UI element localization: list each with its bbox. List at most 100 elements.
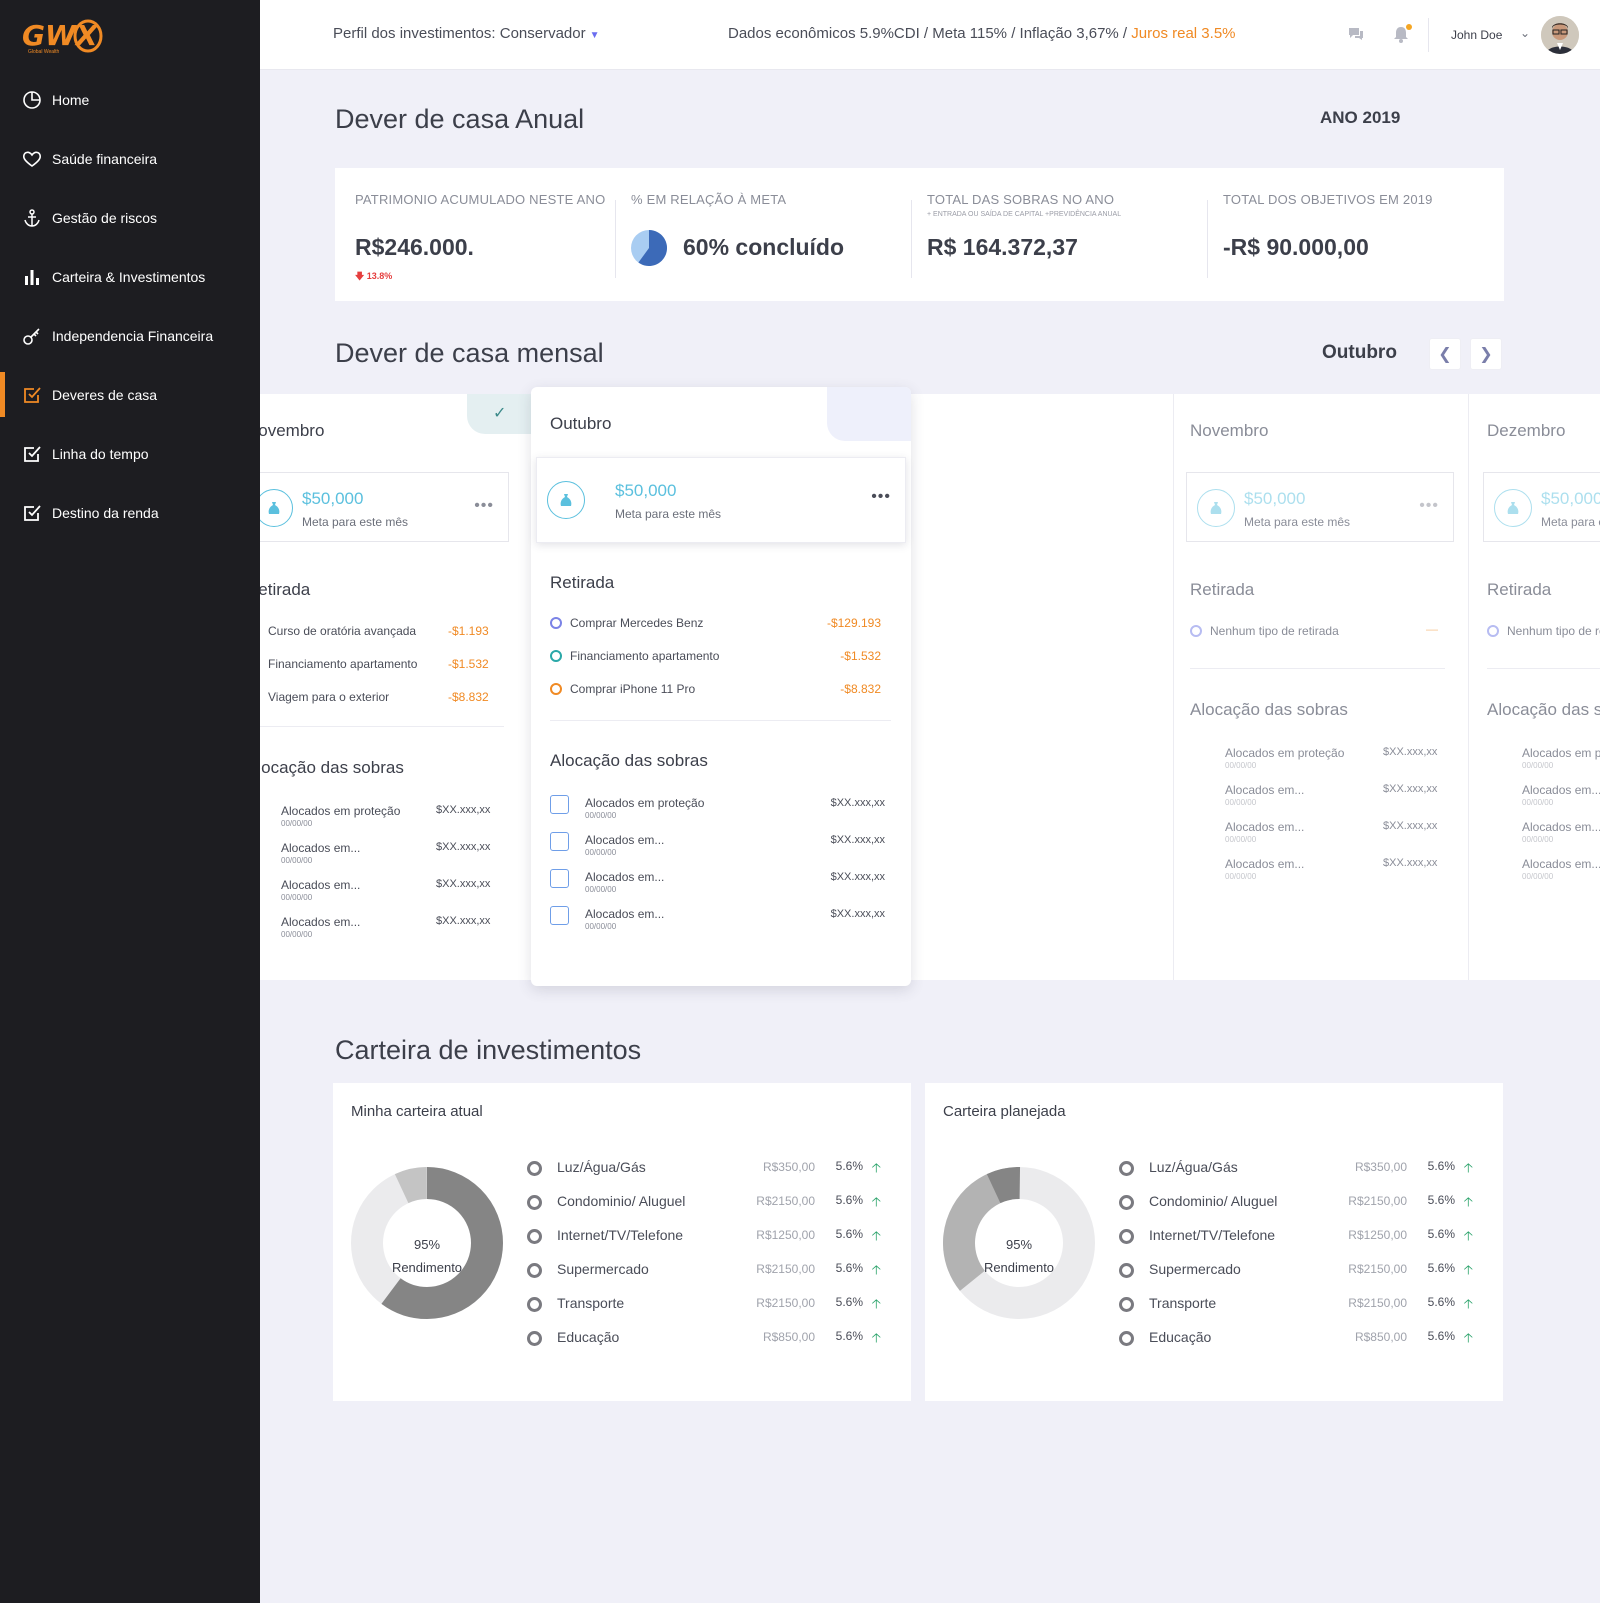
allocation-value: $XX.xxx,xx	[1383, 820, 1438, 832]
stat-patrimonio: PATRIMONIO ACUMULADO NESTE ANO R$246.000…	[355, 168, 625, 301]
sidebar-item-deveres-de-casa[interactable]: Deveres de casa	[0, 365, 260, 424]
user-name[interactable]: John Doe	[1451, 28, 1503, 42]
goal-amount: $50,000	[302, 489, 364, 508]
stat-delta: 🡇 13.8%	[355, 271, 393, 281]
bell-icon[interactable]	[1391, 24, 1413, 46]
allocation-date: 00/00/00	[281, 893, 313, 902]
column-divider	[1468, 394, 1469, 980]
allocation-label: Alocados em proteção	[1225, 746, 1345, 760]
withdrawal-label: Curso de oratória avançada	[268, 624, 417, 638]
chevron-down-icon: ▼	[589, 30, 600, 41]
gwx-logo[interactable]: GWX Global Wealth	[22, 16, 104, 60]
allocation-value: $XX.xxx,xx	[436, 878, 491, 890]
stat-value: 60% concluído	[683, 234, 845, 260]
completed-flag: ✓	[467, 394, 531, 434]
month-goal-box[interactable]: $50,000 Meta para este mês •••	[536, 457, 906, 543]
sidebar-item-destino-renda[interactable]: Destino da renda	[0, 483, 260, 542]
allocation-checkbox[interactable]	[550, 869, 569, 888]
more-options-icon[interactable]: •••	[474, 497, 494, 514]
radio-dot-icon	[550, 650, 562, 662]
portfolio-row[interactable]: Supermercado R$2150,00 5.6% 🡡	[1119, 1261, 1489, 1281]
goal-caption: Meta para este mês	[1244, 515, 1351, 529]
portfolio-card-current: Minha carteira atual 95% Rendimento Luz/…	[333, 1083, 911, 1401]
more-options-icon[interactable]: •••	[871, 488, 891, 505]
monthly-title: Dever de casa mensal	[335, 338, 604, 368]
portfolio-row[interactable]: Luz/Água/Gás R$350,00 5.6% 🡡	[1119, 1159, 1489, 1179]
portfolio-row[interactable]: Transporte R$2150,00 5.6% 🡡	[527, 1295, 897, 1315]
portfolio-card-planned: Carteira planejada 95% Rendimento Luz/Ág…	[925, 1083, 1503, 1401]
portfolio-row[interactable]: Educação R$850,00 5.6% 🡡	[527, 1329, 897, 1349]
stat-divider	[1207, 200, 1208, 278]
economic-data: Dados econômicos 5.9%CDI / Meta 115% / I…	[728, 25, 1236, 42]
sidebar-item-gestao-riscos[interactable]: Gestão de riscos	[0, 188, 260, 247]
portfolio-row[interactable]: Transporte R$2150,00 5.6% 🡡	[1119, 1295, 1489, 1315]
portfolio-row[interactable]: Internet/TV/Telefone R$1250,00 5.6% 🡡	[527, 1227, 897, 1247]
allocation-value: $XX.xxx,xx	[436, 841, 491, 853]
portfolio-row[interactable]: Educação R$850,00 5.6% 🡡	[1119, 1329, 1489, 1349]
avatar[interactable]	[1541, 16, 1579, 54]
arrow-up-icon: 🡡	[1463, 1262, 1473, 1277]
active-month-card[interactable]: Outubro $50,000 Meta para este mês ••• R…	[531, 387, 911, 986]
allocation-checkbox[interactable]	[550, 832, 569, 851]
retirada-title: Retirada	[1190, 580, 1255, 599]
stat-divider	[911, 200, 912, 278]
goal-amount: $50,000	[1244, 489, 1306, 508]
allocation-label: Alocados em...	[585, 907, 665, 921]
withdrawal-item: Comprar iPhone 11 Pro	[550, 682, 695, 696]
next-month-button[interactable]: ❯	[1470, 338, 1502, 370]
month-name: Novembro	[1190, 421, 1269, 440]
arrow-up-icon: 🡡	[1463, 1330, 1473, 1345]
profile-selector[interactable]: Perfil dos investimentos: Conservador ▼	[333, 25, 600, 42]
radio-ring-icon	[527, 1263, 542, 1278]
notification-dot	[1406, 24, 1412, 30]
month-name: Outubro	[550, 414, 612, 433]
month-goal-box[interactable]: $50,000 Meta para este mês •••	[1186, 472, 1454, 542]
chevron-right-icon: ❯	[1479, 346, 1493, 363]
portfolio-row[interactable]: Internet/TV/Telefone R$1250,00 5.6% 🡡	[1119, 1227, 1489, 1247]
portfolio-row[interactable]: Condominio/ Aluguel R$2150,00 5.6% 🡡	[1119, 1193, 1489, 1213]
radio-ring-icon	[527, 1195, 542, 1210]
real-interest-highlight: Juros real 3.5%	[1131, 25, 1236, 42]
allocation-checkbox[interactable]	[550, 795, 569, 814]
allocation-date: 00/00/00	[1522, 872, 1554, 881]
month-goal-box[interactable]: $50,000 Meta para este mês •••	[260, 472, 509, 542]
portfolio-row[interactable]: Supermercado R$2150,00 5.6% 🡡	[527, 1261, 897, 1281]
money-bag-icon	[547, 481, 585, 519]
arrow-up-icon: 🡡	[871, 1262, 881, 1277]
sidebar-item-carteira[interactable]: Carteira & Investimentos	[0, 247, 260, 306]
month-goal-box[interactable]: $50,000 Meta para este mês ••	[1483, 472, 1600, 542]
portfolio-row[interactable]: Condominio/ Aluguel R$2150,00 5.6% 🡡	[527, 1193, 897, 1213]
allocation-label: Alocados em...	[281, 915, 361, 929]
withdrawal-label: Financiamento apartamento	[268, 657, 418, 671]
more-options-icon[interactable]: •••	[1419, 497, 1439, 514]
current-month-label: Outubro	[1322, 342, 1397, 363]
sidebar-item-independencia[interactable]: Independencia Financeira	[0, 306, 260, 365]
allocation-checkbox[interactable]	[550, 906, 569, 925]
allocation-date: 00/00/00	[1522, 761, 1554, 770]
chevron-down-icon[interactable]: ⌄	[1520, 26, 1531, 40]
portfolio-row[interactable]: Luz/Água/Gás R$350,00 5.6% 🡡	[527, 1159, 897, 1179]
radio-ring-icon	[527, 1331, 542, 1346]
stat-total-objetivos: TOTAL DOS OBJETIVOS EM 2019 -R$ 90.000,0…	[1223, 168, 1493, 301]
allocation-date: 00/00/00	[281, 856, 313, 865]
donut-center-text: 95% Rendimento	[351, 1233, 503, 1279]
logo-subtitle: Global Wealth	[28, 49, 60, 55]
donut-segment-main	[351, 1167, 503, 1319]
sidebar-item-linha-do-tempo[interactable]: Linha do tempo	[0, 424, 260, 483]
sidebar-item-home[interactable]: Home	[0, 70, 260, 129]
allocation-value: $XX.xxx,xx	[1383, 857, 1438, 869]
chat-icon[interactable]	[1346, 24, 1368, 46]
allocation-label: Alocados em...	[1522, 820, 1600, 834]
pie-chart-icon	[22, 90, 42, 110]
key-icon	[22, 326, 42, 346]
sidebar-item-saude-financeira[interactable]: Saúde financeira	[0, 129, 260, 188]
allocation-date: 00/00/00	[281, 819, 313, 828]
radio-dot-icon	[550, 683, 562, 695]
top-bar: Perfil dos investimentos: Conservador ▼ D…	[260, 0, 1600, 70]
prev-month-button[interactable]: ❮	[1429, 338, 1461, 370]
goal-amount: $50,000	[1541, 489, 1600, 508]
stat-value: -R$ 90.000,00	[1223, 234, 1369, 260]
month-column: Dezembro $50,000 Meta para este mês •• R…	[1483, 394, 1600, 980]
retirada-title: Retirada	[1487, 580, 1552, 599]
withdrawal-value: -$1.193	[448, 624, 489, 638]
